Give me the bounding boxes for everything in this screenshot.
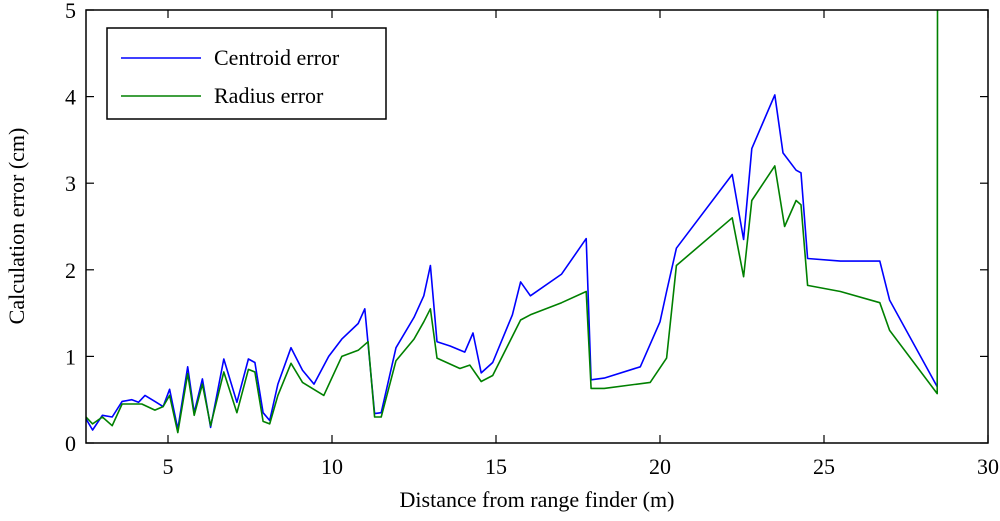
x-tick-label: 25 [813,454,835,479]
y-tick-label: 3 [65,171,76,196]
series-line-radius-error [85,9,939,434]
x-tick-label: 5 [163,454,174,479]
series-line-centroid-error [85,94,938,431]
y-tick-label: 2 [65,258,76,283]
x-tick-label: 15 [485,454,507,479]
legend-label-centroid-error: Centroid error [214,45,340,70]
y-tick-label: 1 [65,344,76,369]
y-tick-label: 0 [65,431,76,456]
y-axis-label: Calculation error (cm) [4,128,29,325]
legend-box [106,27,387,120]
series-layer [85,9,939,434]
legend: Centroid error Radius error [106,27,387,120]
x-tick-label: 10 [321,454,343,479]
x-tick-label: 30 [977,454,999,479]
plot-frame [85,9,989,444]
x-axis-label: Distance from range finder (m) [400,487,675,512]
y-tick-label: 4 [65,85,76,110]
ticks-layer: 5 10 15 20 25 30 0 1 2 3 4 5 [65,0,999,479]
x-tick-label: 20 [649,454,671,479]
legend-label-radius-error: Radius error [214,83,324,108]
y-tick-label: 5 [65,0,76,23]
